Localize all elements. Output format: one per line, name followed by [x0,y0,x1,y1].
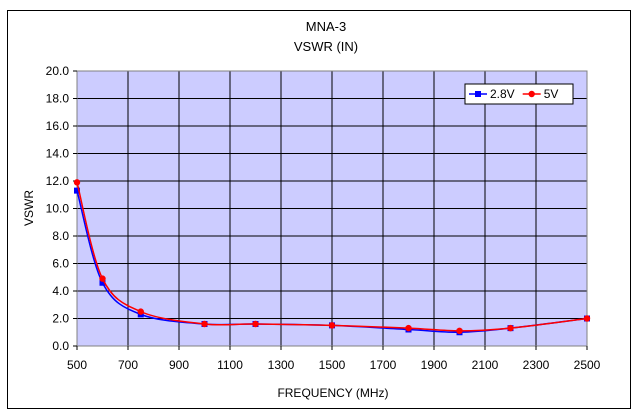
x-tick-label: 2500 [574,358,601,372]
x-tick-label: 2100 [472,358,499,372]
data-point-5v [137,308,144,315]
data-point-2-8v [99,279,106,286]
x-tick-label: 2300 [523,358,550,372]
x-tick-label: 1300 [268,358,295,372]
y-tick-label: 2.0 [52,312,69,326]
y-tick-label: 6.0 [52,257,69,271]
data-point-5v [405,324,412,332]
y-axis-label: VSWR [22,190,36,226]
data-point-5v [583,315,591,322]
data-point-5v [456,327,463,335]
x-tick-label: 1100 [217,358,243,372]
x-axis-label: FREQUENCY (MHz) [277,386,388,400]
chart-title: MNA-3 [306,19,346,34]
chart-subtitle: VSWR (IN) [294,39,358,54]
data-point-5v [252,320,259,328]
data-point-5v [99,275,106,282]
legend-box [464,83,574,105]
legend-marker-5v [528,90,535,98]
x-tick-label: 500 [67,358,87,372]
data-point-5v [328,322,336,329]
x-tick-label: 1700 [370,358,397,372]
data-point-5v [73,179,81,186]
y-tick-label: 12.0 [46,174,70,188]
y-tick-label: 10.0 [46,202,70,216]
y-tick-label: 18.0 [46,92,70,106]
y-tick-label: 8.0 [52,229,69,243]
y-tick-label: 14.0 [46,147,70,161]
x-tick-label: 1500 [319,358,346,372]
series-line-5v [76,182,588,332]
y-tick-label: 0.0 [52,339,69,353]
x-tick-label: 900 [169,358,189,372]
legend-marker-2-8v [475,91,481,97]
legend-label-5v: 5V [544,87,559,101]
y-tick-label: 20.0 [46,64,70,78]
x-tick-label: 1900 [421,358,448,372]
legend-label-2-8v: 2.8V [490,87,515,101]
data-point-2-8v [74,187,80,194]
data-point-5v [507,324,514,332]
data-point-5v [201,320,208,328]
y-tick-label: 16.0 [46,119,70,133]
x-tick-label: 700 [118,358,138,372]
y-tick-label: 4.0 [52,284,69,298]
